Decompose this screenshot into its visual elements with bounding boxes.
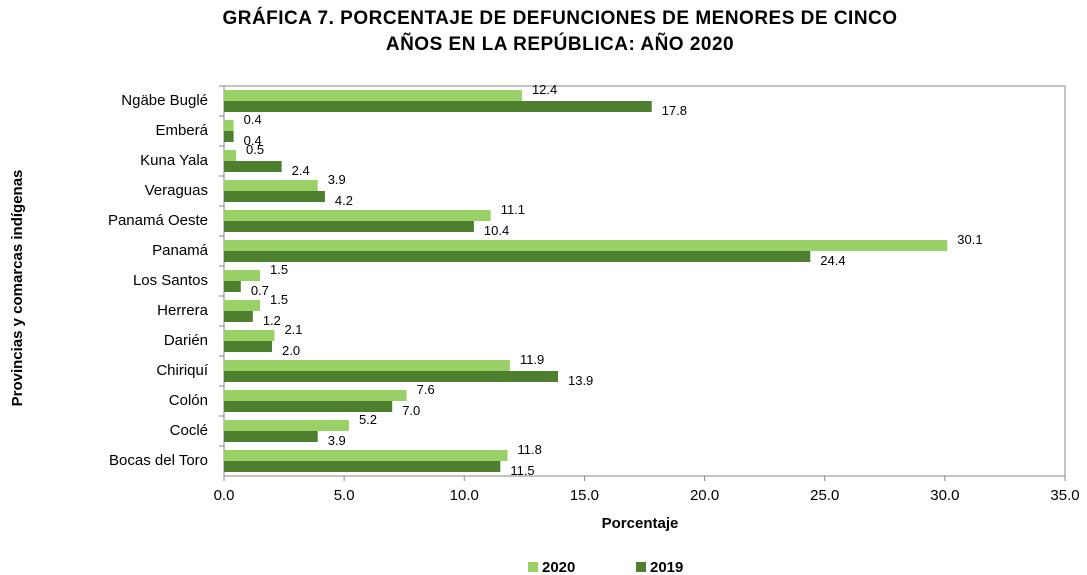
value-label: 7.6 — [417, 382, 435, 397]
value-label: 2.1 — [284, 322, 302, 337]
bar — [224, 131, 234, 142]
x-tick-label: 30.0 — [930, 487, 959, 504]
plot-frame — [223, 85, 1066, 477]
bar — [224, 311, 253, 322]
bar — [224, 270, 261, 281]
x-tick-label: 35.0 — [1050, 487, 1079, 504]
bar — [224, 461, 501, 472]
value-label: 3.9 — [328, 172, 346, 187]
value-label: 1.2 — [263, 313, 281, 328]
value-label: 12.4 — [532, 82, 557, 97]
legend-swatch — [528, 562, 538, 572]
bar — [224, 450, 508, 461]
legend-swatch — [636, 562, 646, 572]
value-label: 1.5 — [270, 292, 288, 307]
x-tick-label: 10.0 — [450, 487, 479, 504]
value-label: 13.9 — [568, 373, 593, 388]
y-tick-label: Colón — [169, 392, 208, 409]
x-axis-label: Porcentaje — [602, 515, 679, 532]
value-label: 0.4 — [244, 133, 262, 148]
bar — [224, 210, 491, 221]
y-axis-label: Provincias y comarcas indígenas — [9, 170, 26, 407]
value-label: 7.0 — [402, 403, 420, 418]
value-label: 0.5 — [246, 142, 264, 157]
bar — [224, 281, 241, 292]
bar — [224, 90, 522, 101]
value-label: 0.4 — [244, 112, 262, 127]
bar — [224, 221, 474, 232]
bar — [224, 341, 273, 352]
bar — [224, 161, 282, 172]
x-tick-label: 15.0 — [570, 487, 599, 504]
legend-label: 2019 — [650, 559, 683, 575]
y-tick-label: Bocas del Toro — [109, 452, 208, 469]
y-tick-label: Coclé — [170, 422, 208, 439]
chart-title: GRÁFICA 7. PORCENTAJE DE DEFUNCIONES DE … — [222, 7, 897, 29]
value-label: 30.1 — [957, 232, 982, 247]
value-label: 10.4 — [484, 223, 509, 238]
value-label: 5.2 — [359, 412, 377, 427]
chart-title: AÑOS EN LA REPÚBLICA: AÑO 2020 — [386, 33, 734, 55]
y-tick-label: Darién — [164, 332, 208, 349]
value-label: 11.8 — [518, 442, 542, 457]
x-tick-label: 5.0 — [334, 487, 355, 504]
x-tick-label: 20.0 — [690, 487, 719, 504]
x-tick-label: 25.0 — [810, 487, 839, 504]
bar — [224, 431, 318, 442]
bar — [224, 180, 318, 191]
y-tick-label: Ngäbe Buglé — [121, 92, 208, 109]
bar — [224, 330, 275, 341]
bar — [224, 300, 261, 311]
y-tick-label: Veraguas — [145, 182, 208, 199]
value-label: 1.5 — [270, 262, 288, 277]
value-label: 2.0 — [282, 343, 300, 358]
value-label: 24.4 — [820, 253, 845, 268]
bar — [224, 120, 234, 131]
bar — [224, 401, 393, 412]
y-tick-label: Emberá — [155, 122, 208, 139]
value-label: 2.4 — [292, 163, 310, 178]
value-label: 11.1 — [501, 202, 525, 217]
bar — [224, 371, 558, 382]
y-tick-label: Los Santos — [133, 272, 208, 289]
legend-label: 2020 — [542, 559, 575, 575]
bar — [224, 251, 811, 262]
value-label: 17.8 — [662, 103, 687, 118]
y-tick-label: Panamá Oeste — [108, 212, 208, 229]
bar — [224, 101, 652, 112]
bar — [224, 191, 325, 202]
value-label: 0.7 — [251, 283, 269, 298]
y-tick-label: Herrera — [157, 302, 209, 319]
value-label: 4.2 — [335, 193, 353, 208]
bar — [224, 360, 510, 371]
bar — [224, 420, 349, 431]
value-label: 11.9 — [520, 352, 544, 367]
bar — [224, 240, 948, 251]
value-label: 3.9 — [328, 433, 346, 448]
y-tick-label: Chiriquí — [156, 362, 209, 379]
value-label: 11.5 — [510, 463, 534, 478]
y-tick-label: Kuna Yala — [140, 152, 208, 169]
bar — [224, 390, 407, 401]
bar — [224, 150, 237, 161]
y-tick-label: Panamá — [152, 242, 209, 259]
x-tick-label: 0.0 — [214, 487, 235, 504]
